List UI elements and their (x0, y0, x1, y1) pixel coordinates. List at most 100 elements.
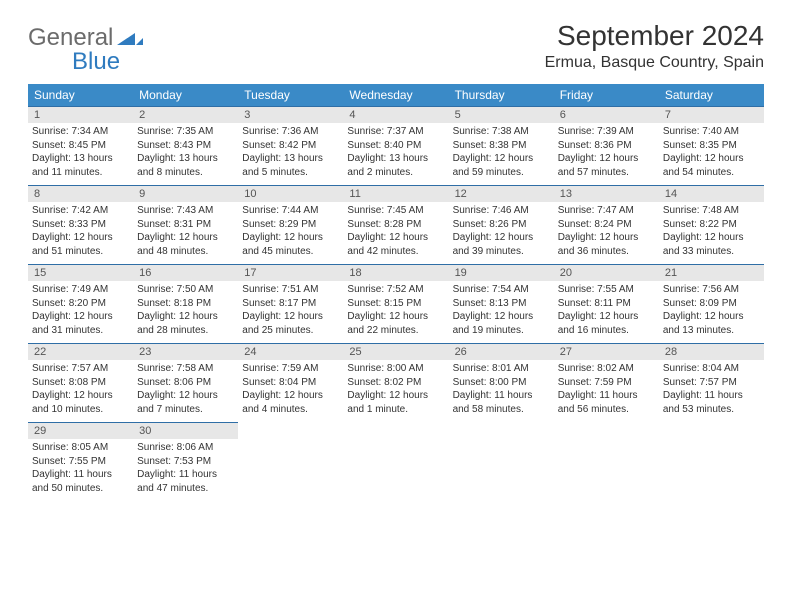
daylight-1: Daylight: 12 hours (347, 389, 444, 403)
day-cell: Sunrise: 8:04 AMSunset: 7:57 PMDaylight:… (659, 360, 764, 422)
daylight-2: and 5 minutes. (242, 166, 339, 180)
sunrise: Sunrise: 8:04 AM (663, 362, 760, 376)
sunrise: Sunrise: 7:51 AM (242, 283, 339, 297)
day-cell: Sunrise: 7:39 AMSunset: 8:36 PMDaylight:… (554, 123, 659, 185)
daylight-1: Daylight: 12 hours (347, 310, 444, 324)
daylight-1: Daylight: 12 hours (32, 310, 129, 324)
daylight-2: and 25 minutes. (242, 324, 339, 338)
day-cell: Sunrise: 7:38 AMSunset: 8:38 PMDaylight:… (449, 123, 554, 185)
day-number: 11 (343, 185, 448, 202)
sunset: Sunset: 8:36 PM (558, 139, 655, 153)
sunset: Sunset: 8:28 PM (347, 218, 444, 232)
day-cell: Sunrise: 7:34 AMSunset: 8:45 PMDaylight:… (28, 123, 133, 185)
day-cell: Sunrise: 7:51 AMSunset: 8:17 PMDaylight:… (238, 281, 343, 343)
day-number: 20 (554, 264, 659, 281)
daylight-1: Daylight: 11 hours (453, 389, 550, 403)
daylight-2: and 11 minutes. (32, 166, 129, 180)
sunset: Sunset: 8:33 PM (32, 218, 129, 232)
sunrise: Sunrise: 7:46 AM (453, 204, 550, 218)
daylight-1: Daylight: 12 hours (137, 310, 234, 324)
sunrise: Sunrise: 8:00 AM (347, 362, 444, 376)
day-cell: Sunrise: 7:56 AMSunset: 8:09 PMDaylight:… (659, 281, 764, 343)
sunrise: Sunrise: 8:05 AM (32, 441, 129, 455)
daylight-2: and 33 minutes. (663, 245, 760, 259)
sunset: Sunset: 8:42 PM (242, 139, 339, 153)
sunset: Sunset: 8:40 PM (347, 139, 444, 153)
day-number: 2 (133, 106, 238, 123)
sunset: Sunset: 7:57 PM (663, 376, 760, 390)
day-cell (343, 439, 448, 501)
sunrise: Sunrise: 8:01 AM (453, 362, 550, 376)
daylight-1: Daylight: 12 hours (137, 389, 234, 403)
sunset: Sunset: 8:35 PM (663, 139, 760, 153)
daylight-2: and 13 minutes. (663, 324, 760, 338)
daylight-1: Daylight: 12 hours (558, 152, 655, 166)
sunrise: Sunrise: 7:56 AM (663, 283, 760, 297)
sunset: Sunset: 8:26 PM (453, 218, 550, 232)
sunrise: Sunrise: 7:54 AM (453, 283, 550, 297)
sunset: Sunset: 7:53 PM (137, 455, 234, 469)
daylight-1: Daylight: 12 hours (242, 389, 339, 403)
day-number: 9 (133, 185, 238, 202)
sunset: Sunset: 8:09 PM (663, 297, 760, 311)
sunrise: Sunrise: 7:39 AM (558, 125, 655, 139)
sunrise: Sunrise: 7:36 AM (242, 125, 339, 139)
day-cell: Sunrise: 7:48 AMSunset: 8:22 PMDaylight:… (659, 202, 764, 264)
sunrise: Sunrise: 7:55 AM (558, 283, 655, 297)
month-title: September 2024 (545, 20, 764, 52)
day-number: 19 (449, 264, 554, 281)
daylight-1: Daylight: 12 hours (242, 231, 339, 245)
dow-header: Friday (554, 84, 659, 106)
location: Ermua, Basque Country, Spain (545, 54, 764, 72)
day-cell: Sunrise: 7:58 AMSunset: 8:06 PMDaylight:… (133, 360, 238, 422)
day-cell: Sunrise: 7:55 AMSunset: 8:11 PMDaylight:… (554, 281, 659, 343)
daylight-2: and 4 minutes. (242, 403, 339, 417)
daylight-2: and 7 minutes. (137, 403, 234, 417)
day-cell: Sunrise: 7:59 AMSunset: 8:04 PMDaylight:… (238, 360, 343, 422)
day-cell: Sunrise: 7:45 AMSunset: 8:28 PMDaylight:… (343, 202, 448, 264)
day-number: 28 (659, 343, 764, 360)
daylight-2: and 31 minutes. (32, 324, 129, 338)
daylight-1: Daylight: 13 hours (347, 152, 444, 166)
sunrise: Sunrise: 7:58 AM (137, 362, 234, 376)
sunset: Sunset: 8:29 PM (242, 218, 339, 232)
day-cell: Sunrise: 8:00 AMSunset: 8:02 PMDaylight:… (343, 360, 448, 422)
calendar-grid: SundayMondayTuesdayWednesdayThursdayFrid… (28, 84, 764, 501)
day-cell: Sunrise: 8:05 AMSunset: 7:55 PMDaylight:… (28, 439, 133, 501)
day-number: 5 (449, 106, 554, 123)
sunset: Sunset: 7:55 PM (32, 455, 129, 469)
daylight-1: Daylight: 12 hours (32, 389, 129, 403)
sunrise: Sunrise: 7:59 AM (242, 362, 339, 376)
sunset: Sunset: 8:11 PM (558, 297, 655, 311)
day-cell: Sunrise: 7:49 AMSunset: 8:20 PMDaylight:… (28, 281, 133, 343)
day-cell: Sunrise: 8:02 AMSunset: 7:59 PMDaylight:… (554, 360, 659, 422)
sunset: Sunset: 8:24 PM (558, 218, 655, 232)
sunset: Sunset: 8:20 PM (32, 297, 129, 311)
daylight-2: and 16 minutes. (558, 324, 655, 338)
sunset: Sunset: 8:08 PM (32, 376, 129, 390)
sunset: Sunset: 8:06 PM (137, 376, 234, 390)
sunrise: Sunrise: 7:57 AM (32, 362, 129, 376)
sunrise: Sunrise: 7:34 AM (32, 125, 129, 139)
day-cell: Sunrise: 7:44 AMSunset: 8:29 PMDaylight:… (238, 202, 343, 264)
dow-header: Thursday (449, 84, 554, 106)
sunset: Sunset: 8:00 PM (453, 376, 550, 390)
sunset: Sunset: 7:59 PM (558, 376, 655, 390)
day-cell (238, 439, 343, 501)
daylight-2: and 28 minutes. (137, 324, 234, 338)
day-cell: Sunrise: 7:43 AMSunset: 8:31 PMDaylight:… (133, 202, 238, 264)
sunset: Sunset: 8:18 PM (137, 297, 234, 311)
sunset: Sunset: 8:13 PM (453, 297, 550, 311)
day-number: 17 (238, 264, 343, 281)
daylight-2: and 39 minutes. (453, 245, 550, 259)
day-number: 6 (554, 106, 659, 123)
day-cell: Sunrise: 7:54 AMSunset: 8:13 PMDaylight:… (449, 281, 554, 343)
daylight-2: and 53 minutes. (663, 403, 760, 417)
day-cell: Sunrise: 8:06 AMSunset: 7:53 PMDaylight:… (133, 439, 238, 501)
daylight-1: Daylight: 11 hours (663, 389, 760, 403)
daylight-2: and 1 minute. (347, 403, 444, 417)
day-number: 25 (343, 343, 448, 360)
day-cell: Sunrise: 7:50 AMSunset: 8:18 PMDaylight:… (133, 281, 238, 343)
daylight-1: Daylight: 11 hours (32, 468, 129, 482)
daylight-1: Daylight: 11 hours (558, 389, 655, 403)
